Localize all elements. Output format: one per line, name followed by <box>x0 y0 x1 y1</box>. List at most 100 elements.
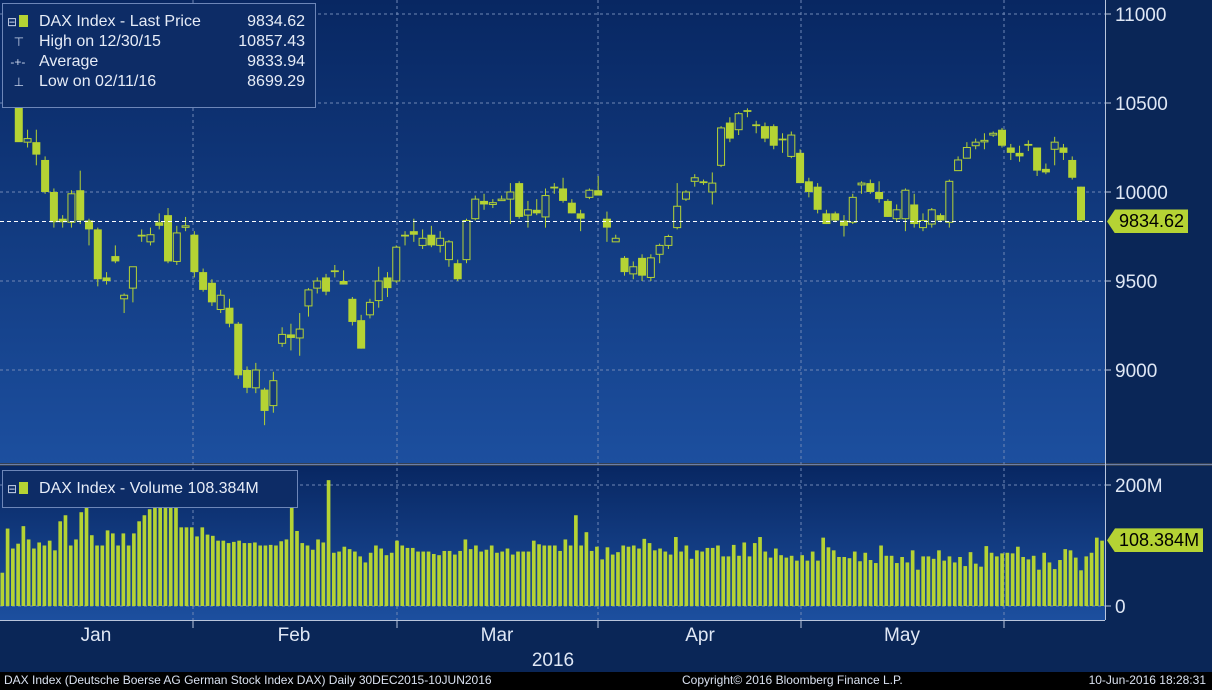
candle <box>374 266 383 308</box>
candle <box>760 122 769 143</box>
candle-body-down <box>796 152 805 184</box>
candle-body-up <box>295 328 304 339</box>
volume-bar <box>79 512 84 606</box>
volume-bar <box>458 550 462 606</box>
volume-bar <box>558 550 562 606</box>
candle <box>576 209 585 232</box>
volume-bar <box>547 545 552 606</box>
volume-bar <box>26 539 31 606</box>
candle <box>585 188 594 200</box>
candle <box>620 256 629 276</box>
volume-bar <box>758 537 762 606</box>
volume-bar <box>774 548 778 606</box>
candle-body-up <box>488 202 497 205</box>
candle-body-down <box>111 256 120 262</box>
volume-bar <box>658 548 662 606</box>
volume-bar <box>763 551 768 606</box>
candle <box>76 170 85 225</box>
candle <box>945 179 954 228</box>
volume-yaxis-ticks: 0 200M <box>1105 476 1163 618</box>
volume-bar <box>158 500 163 606</box>
candle-body-up <box>611 237 620 243</box>
volume-bar <box>521 551 526 606</box>
volume-bar <box>637 548 641 606</box>
volume-bar <box>963 566 968 606</box>
price-legend: ⊟ DAX Index - Last Price 9834.62 ⊤ High … <box>2 3 316 108</box>
volume-bar <box>379 548 384 606</box>
candle <box>1006 143 1015 160</box>
candle-body-up <box>734 113 743 131</box>
volume-bar <box>563 539 568 606</box>
volume-bar <box>400 545 405 606</box>
volume-bar <box>752 543 757 606</box>
candle <box>936 213 945 223</box>
volume-bar <box>1042 552 1047 606</box>
volume-bar <box>884 555 889 606</box>
footer-copyright: Copyright© 2016 Bloomberg Finance L.P. <box>682 673 903 687</box>
candle-body-down <box>409 231 418 235</box>
candle <box>23 129 32 148</box>
volume-bar <box>821 537 826 606</box>
candle-body-down <box>427 234 436 246</box>
candle-body-up <box>1050 141 1059 150</box>
volume-bar <box>495 552 499 606</box>
candle <box>488 199 497 209</box>
volume-bar <box>1089 552 1094 606</box>
volume-bar <box>95 545 99 606</box>
candle <box>111 245 120 264</box>
candle <box>1050 136 1059 166</box>
candle-body-down <box>1059 147 1068 153</box>
candle-body-down <box>243 370 252 388</box>
candle-body-down <box>567 202 576 214</box>
volume-bar <box>579 545 583 606</box>
volume-bar <box>537 544 541 606</box>
volume-bar <box>626 546 631 606</box>
volume-bar <box>852 551 857 606</box>
candle-body-down <box>190 234 199 273</box>
volume-bar <box>332 552 336 606</box>
candle <box>269 371 278 413</box>
candle <box>1068 156 1077 180</box>
candle-body-up <box>918 219 927 229</box>
candle-body-up <box>954 159 963 172</box>
volume-bar <box>1058 560 1062 606</box>
volume-bar <box>426 551 431 606</box>
candle <box>910 193 919 228</box>
volume-bar <box>737 555 741 606</box>
candle <box>146 227 155 246</box>
volume-bar <box>700 551 704 606</box>
candle-body-up <box>541 195 550 218</box>
candle-body-up <box>278 333 287 344</box>
candlestick-series <box>6 31 1085 426</box>
legend-row-low: ⊥ Low on 02/11/16 8699.29 <box>3 72 315 92</box>
volume-bar <box>831 550 836 606</box>
volume-bar <box>100 545 105 606</box>
candle <box>462 218 471 264</box>
last-price-tag: 9834.62 <box>1107 209 1189 234</box>
candle-body-up <box>365 301 374 316</box>
volume-bar <box>442 550 447 606</box>
volume-bar <box>374 545 378 606</box>
volume-bar <box>47 540 52 606</box>
volume-bar <box>479 551 483 606</box>
volume-bar <box>295 530 299 606</box>
volume-bar <box>416 551 420 606</box>
candle-body-up <box>673 205 682 229</box>
volume-bar <box>1026 559 1031 606</box>
volume-bar <box>189 527 194 606</box>
volume-bar <box>74 539 78 606</box>
candle-body-down <box>778 138 787 141</box>
candle-body-down <box>769 126 778 146</box>
candle <box>427 225 436 248</box>
candle <box>444 240 453 267</box>
candle-body-down <box>76 190 85 221</box>
candle-body-up <box>497 198 506 202</box>
volume-bar <box>768 557 773 606</box>
candle-body-up <box>655 244 664 255</box>
candle <box>602 211 611 242</box>
volume-bar <box>989 552 994 606</box>
volume-bar <box>589 550 594 606</box>
volume-bar <box>232 541 236 606</box>
candle <box>883 199 892 217</box>
candle-body-down <box>260 389 269 411</box>
